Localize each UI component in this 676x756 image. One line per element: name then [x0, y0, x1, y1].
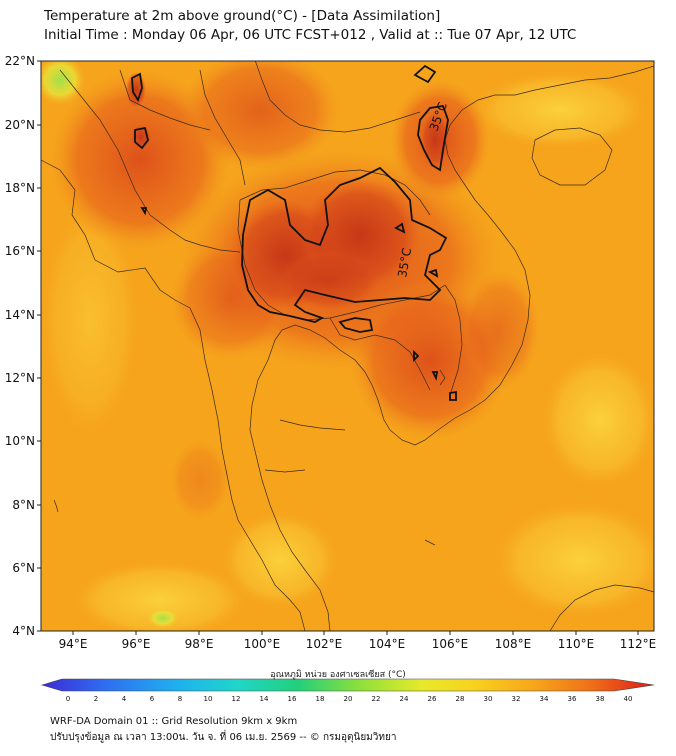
colorbar-tick-label: 22 [372, 695, 381, 703]
lat-label: 22°N [5, 54, 35, 68]
lat-label: 12°N [5, 371, 35, 385]
latitude-axis: 22°N 20°N 18°N 16°N 14°N 12°N 10°N 8°N 6… [5, 54, 41, 638]
lat-label: 10°N [5, 434, 35, 448]
lat-label: 8°N [12, 498, 35, 512]
colorbar-tick-label: 34 [540, 695, 549, 703]
map-subtitle: Initial Time : Monday 06 Apr, 06 UTC FCS… [44, 27, 577, 43]
colorbar: 0 2 4 6 8 10 12 14 16 18 20 22 24 26 28 30 32 34 36 38 40 [40, 678, 655, 703]
colorbar-tick-label: 26 [428, 695, 437, 703]
colorbar-tick-label: 12 [232, 695, 241, 703]
colorbar-tick-label: 40 [624, 695, 633, 703]
colorbar-tick-label: 38 [596, 695, 605, 703]
colorbar-tick-label: 30 [484, 695, 493, 703]
colorbar-tick-label: 0 [66, 695, 70, 703]
lon-label: 100°E [244, 637, 281, 651]
lat-label: 18°N [5, 181, 35, 195]
map-title: Temperature at 2m above ground(°C) - [Da… [44, 8, 441, 24]
lon-label: 112°E [620, 637, 657, 651]
colorbar-tick-label: 18 [316, 695, 325, 703]
colorbar-tick-label: 10 [204, 695, 213, 703]
colorbar-ramp [40, 678, 655, 692]
contour-35c [131, 64, 457, 401]
lon-label: 110°E [558, 637, 595, 651]
colorbar-tick-label: 36 [568, 695, 577, 703]
lon-label: 94°E [59, 637, 88, 651]
lon-label: 106°E [432, 637, 469, 651]
colorbar-ticks: 0 2 4 6 8 10 12 14 16 18 20 22 24 26 28 30 32 34 36 38 40 [66, 695, 633, 703]
temperature-field [41, 61, 654, 631]
colorbar-tick-label: 2 [94, 695, 98, 703]
longitude-axis: 94°E 96°E 98°E 100°E 102°E 104°E 106°E 1… [59, 631, 657, 651]
lon-label: 104°E [369, 637, 406, 651]
lat-label: 6°N [12, 561, 35, 575]
colorbar-tick-label: 4 [122, 695, 127, 703]
colorbar-tick-label: 32 [512, 695, 521, 703]
footer-update-info: ปรับปรุงข้อมูล ณ เวลา 13:00น. วัน จ. ที่… [50, 732, 397, 743]
lon-label: 98°E [185, 637, 214, 651]
colorbar-tick-label: 6 [150, 695, 155, 703]
lon-label: 102°E [306, 637, 343, 651]
colorbar-tick-label: 8 [178, 695, 182, 703]
lat-label: 16°N [5, 244, 35, 258]
lon-label: 108°E [495, 637, 532, 651]
colorbar-tick-label: 16 [288, 695, 297, 703]
lat-label: 4°N [12, 624, 35, 638]
colorbar-title: อุณหภูมิ หน่วย องศาเซลเซียส (°C) [270, 670, 406, 680]
contour-label-central: 35°C [395, 247, 414, 279]
footer-model-info: WRF-DA Domain 01 :: Grid Resolution 9km … [50, 716, 298, 727]
colorbar-tick-label: 14 [260, 695, 269, 703]
colorbar-tick-label: 28 [456, 695, 465, 703]
colorbar-tick-label: 20 [344, 695, 353, 703]
colorbar-tick-label: 24 [400, 695, 409, 703]
lat-label: 20°N [5, 118, 35, 132]
map-frame [40, 60, 655, 632]
lat-label: 14°N [5, 308, 35, 322]
lon-label: 96°E [122, 637, 151, 651]
